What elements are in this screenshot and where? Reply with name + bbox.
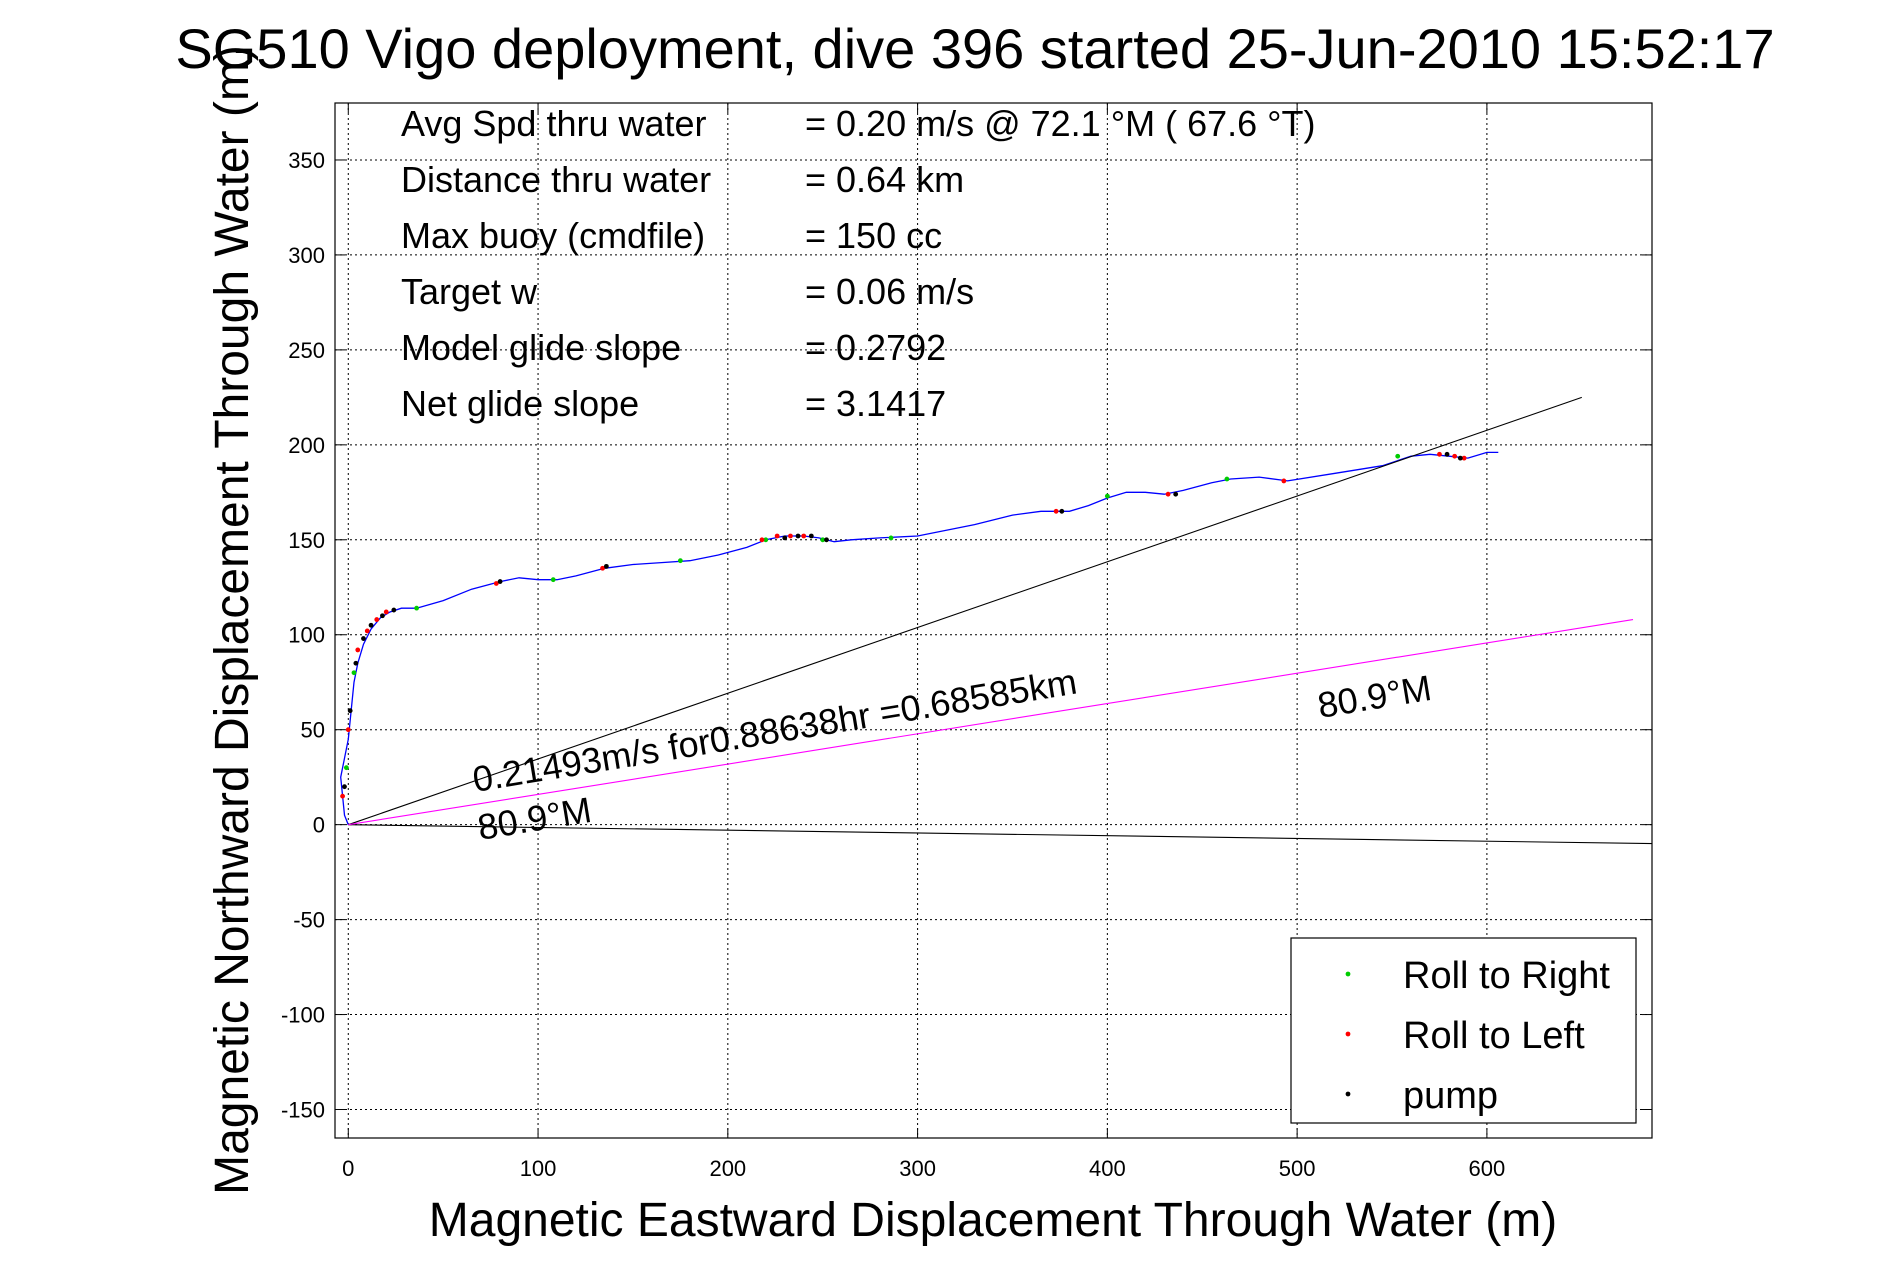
point-roll-to-left xyxy=(774,533,780,539)
stat-value: = 0.64 km xyxy=(805,159,964,200)
y-tick-label: -50 xyxy=(293,908,325,933)
tick-layer: 0 100 200 300 400 500 600 -150 -100 -50 0 50 100 150 2… xyxy=(281,103,1652,1181)
current-annotation: 0.21493m/s for0.88638hr =0.68585km xyxy=(470,661,1080,800)
legend: Roll to Right Roll to Left pump xyxy=(1290,937,1637,1124)
point-roll-to-left xyxy=(364,628,370,634)
point-roll-to-right xyxy=(351,670,357,676)
point-roll-to-left xyxy=(355,647,361,653)
point-roll-to-left xyxy=(759,537,765,543)
point-roll-to-right xyxy=(550,577,556,583)
y-tick-label: -150 xyxy=(281,1098,325,1123)
x-tick-label: 200 xyxy=(709,1156,746,1181)
stat-label: Distance thru water xyxy=(401,159,711,200)
point-roll-to-right xyxy=(343,765,349,771)
chart-title: SG510 Vigo deployment, dive 396 started … xyxy=(175,17,1774,80)
y-tick-label: 250 xyxy=(288,338,325,363)
legend-label: Roll to Left xyxy=(1403,1015,1585,1057)
point-pump xyxy=(603,563,609,569)
y-tick-label: 100 xyxy=(288,623,325,648)
y-axis-label: Magnetic Northward Displacement Through … xyxy=(206,45,259,1195)
point-pump xyxy=(824,537,829,543)
point-pump xyxy=(361,636,366,641)
x-tick-label: 500 xyxy=(1279,1156,1316,1181)
point-roll-to-left xyxy=(345,727,351,733)
legend-marker xyxy=(1345,1031,1351,1037)
x-tick-label: 0 xyxy=(342,1156,354,1181)
point-pump xyxy=(1059,508,1065,514)
x-axis-label: Magnetic Eastward Displacement Through W… xyxy=(429,1194,1557,1247)
stat-value: = 0.20 m/s @ 72.1 °M ( 67.6 °T) xyxy=(805,103,1316,144)
stat-value: = 0.2792 xyxy=(805,327,946,368)
point-pump xyxy=(368,622,374,628)
point-roll-to-left xyxy=(1281,478,1287,484)
stat-label: Net glide slope xyxy=(401,383,639,424)
stat-value: = 3.1417 xyxy=(805,383,946,424)
point-roll-to-left xyxy=(1461,455,1467,461)
series-layer xyxy=(340,396,1653,845)
point-roll-to-right xyxy=(414,605,420,611)
point-roll-to-left xyxy=(383,609,389,615)
point-roll-to-right xyxy=(1104,493,1110,499)
point-roll-to-right xyxy=(677,558,683,564)
heading-label-near: 80.9°M xyxy=(475,789,595,848)
x-tick-label: 100 xyxy=(520,1156,557,1181)
point-pump xyxy=(808,533,814,539)
point-pump xyxy=(391,607,397,613)
stat-value: = 0.06 m/s xyxy=(805,271,974,312)
point-roll-to-left xyxy=(493,581,499,586)
point-roll-to-left xyxy=(801,533,807,539)
y-tick-label: 150 xyxy=(288,528,325,553)
point-roll-to-right xyxy=(763,537,769,543)
point-pump xyxy=(782,535,788,541)
stat-label: Target w xyxy=(401,271,538,312)
point-pump xyxy=(1444,451,1450,457)
point-roll-to-left xyxy=(340,793,345,799)
point-roll-to-right xyxy=(820,537,826,543)
stat-label: Max buoy (cmdfile) xyxy=(401,215,705,256)
y-tick-label: 200 xyxy=(288,433,325,458)
point-roll-to-left xyxy=(374,617,380,622)
point-pump xyxy=(342,784,347,790)
x-tick-label: 300 xyxy=(899,1156,936,1181)
point-roll-to-right xyxy=(888,535,894,541)
point-pump xyxy=(380,613,385,619)
y-tick-label: 0 xyxy=(313,813,325,838)
series-line-5 xyxy=(348,824,1653,845)
point-roll-to-left xyxy=(1165,491,1171,497)
stats-block: Avg Spd thru water = 0.20 m/s @ 72.1 °M (… xyxy=(401,103,1316,424)
legend-label: Roll to Right xyxy=(1403,955,1610,997)
legend-marker xyxy=(1345,971,1351,977)
point-pump xyxy=(353,660,359,666)
point-roll-to-left xyxy=(788,533,793,539)
point-pump xyxy=(1457,455,1463,461)
legend-marker xyxy=(1345,1091,1351,1097)
point-pump xyxy=(497,579,503,584)
series-line-6 xyxy=(348,619,1634,826)
stat-value: = 150 cc xyxy=(805,215,942,256)
point-roll-to-right xyxy=(1395,453,1401,459)
x-tick-label: 600 xyxy=(1469,1156,1506,1181)
legend-label: pump xyxy=(1403,1075,1498,1117)
point-roll-to-left xyxy=(600,565,605,571)
point-pump xyxy=(1173,491,1179,497)
y-tick-label: 300 xyxy=(288,243,325,268)
heading-label-far: 80.9°M xyxy=(1315,667,1435,726)
stat-label: Avg Spd thru water xyxy=(401,103,707,144)
y-tick-label: -100 xyxy=(281,1003,325,1028)
point-pump xyxy=(795,533,801,539)
point-pump xyxy=(347,708,353,714)
point-roll-to-left xyxy=(1053,508,1059,514)
y-tick-label: 50 xyxy=(301,718,325,743)
x-tick-label: 400 xyxy=(1089,1156,1126,1181)
point-roll-to-right xyxy=(1224,476,1230,482)
series-line-4 xyxy=(348,396,1582,826)
y-tick-label: 350 xyxy=(288,148,325,173)
axes-box xyxy=(334,102,1653,1139)
point-roll-to-left xyxy=(1437,451,1442,457)
stat-label: Model glide slope xyxy=(401,327,681,368)
point-roll-to-left xyxy=(1452,453,1458,459)
